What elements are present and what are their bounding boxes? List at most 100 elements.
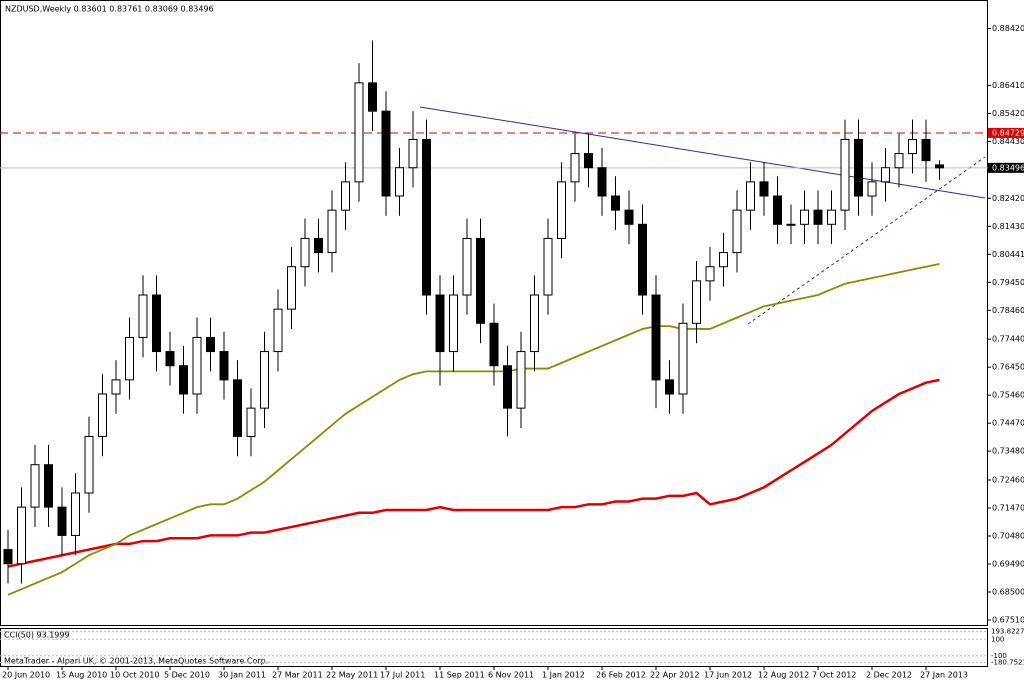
candle-body <box>732 209 742 254</box>
candle-body <box>449 294 458 353</box>
y-tick-label: 0.88420 <box>992 24 1024 33</box>
candle-body <box>260 351 269 409</box>
y-tick-label: 0.86410 <box>992 81 1024 90</box>
candle-body <box>921 138 931 162</box>
y-tick-label: 0.71470 <box>992 503 1024 512</box>
x-tick-label: 11 Sep 2011 <box>434 671 485 680</box>
x-tick-label: 1 Jan 2012 <box>542 671 585 680</box>
candle-body <box>395 167 404 197</box>
candle-body <box>152 294 161 353</box>
candle-body <box>773 195 782 225</box>
current-price-label: 0.83496 <box>992 163 1024 172</box>
cci-panel <box>0 628 988 667</box>
candle-body <box>30 464 40 508</box>
candle-body <box>530 294 539 353</box>
candle-body <box>894 153 904 169</box>
x-tick-label: 22 Apr 2012 <box>650 671 699 680</box>
cci-tick-label: 193.8227 <box>991 628 1024 636</box>
candle-body <box>381 110 391 197</box>
candle-body <box>476 237 485 324</box>
cci-tick-label: -180.7521 <box>991 658 1024 666</box>
candle-body <box>17 506 26 565</box>
x-tick-label: 26 Feb 2012 <box>596 671 646 680</box>
candle-body <box>881 167 890 183</box>
cci-tick-label: 100 <box>991 635 1004 643</box>
candle-body <box>678 322 688 395</box>
x-tick-label: 22 May 2011 <box>326 671 378 680</box>
trend-line <box>419 106 986 199</box>
candle-body <box>570 153 580 183</box>
cci-tick-label: -100 <box>991 652 1007 660</box>
candle-body <box>867 181 877 197</box>
candle-body <box>489 322 499 367</box>
candle-body <box>827 209 836 225</box>
y-tick-label: 0.84430 <box>992 137 1024 146</box>
chart-title: NZDUSD,Weekly 0.83601 0.83761 0.83069 0.… <box>5 5 214 14</box>
candle-body <box>705 266 715 282</box>
moving-average <box>7 263 940 596</box>
x-tick-label: 5 Dec 2010 <box>164 671 210 680</box>
candle-body <box>462 237 472 296</box>
current-price-box <box>988 162 1024 173</box>
candle-body <box>651 294 661 381</box>
y-tick-label: 0.70480 <box>992 531 1024 540</box>
x-tick-label: 17 Jul 2011 <box>380 671 425 680</box>
y-tick-label: 0.78460 <box>992 306 1024 315</box>
candle-body <box>246 407 256 437</box>
candle-body <box>98 393 107 437</box>
y-tick-label: 0.76450 <box>992 363 1024 372</box>
trend-line-dashed <box>747 156 986 325</box>
candle-body <box>422 138 431 296</box>
candle-body <box>786 223 796 226</box>
candle-body <box>557 181 566 239</box>
x-tick-label: 10 Oct 2010 <box>110 671 159 680</box>
y-tick-label: 0.75460 <box>992 391 1024 400</box>
candle-body <box>840 138 850 211</box>
x-tick-label: 30 Jan 2011 <box>218 671 266 680</box>
candle-body <box>719 252 728 268</box>
candle-body <box>408 138 418 169</box>
x-tick-label: 17 Jun 2012 <box>704 671 752 680</box>
x-tick-label: 27 Mar 2011 <box>272 671 323 680</box>
y-tick-label: 0.79450 <box>992 278 1024 287</box>
candle-body <box>300 237 310 268</box>
y-tick-label: 0.74470 <box>992 419 1024 428</box>
y-tick-label: 0.80441 <box>992 250 1024 259</box>
y-tick-label: 0.85420 <box>992 109 1024 118</box>
candle-body <box>935 164 944 169</box>
y-tick-label: 0.82420 <box>992 194 1024 203</box>
y-tick-label: 0.73480 <box>992 447 1024 456</box>
candle-body <box>908 138 917 155</box>
candle-body <box>179 365 188 395</box>
y-tick-label: 0.81430 <box>992 222 1024 231</box>
candle-body <box>665 379 674 395</box>
moving-average <box>7 378 940 568</box>
candle-body <box>71 492 80 536</box>
candle-body <box>611 195 620 211</box>
candle-body <box>206 336 215 353</box>
candle-body <box>138 294 148 338</box>
candle-body <box>813 209 823 225</box>
candle-body <box>638 223 647 296</box>
level-label-box <box>988 127 1024 138</box>
candle-body <box>314 237 323 254</box>
y-tick-label: 0.72460 <box>992 475 1024 484</box>
candle-body <box>341 181 350 211</box>
candle-body <box>84 435 94 494</box>
candle-body <box>584 153 593 169</box>
candle-body <box>57 506 67 536</box>
candle-body <box>746 181 755 211</box>
x-tick-label: 20 Jun 2010 <box>2 671 50 680</box>
candle-body <box>692 280 701 324</box>
candle-body <box>44 464 53 508</box>
candle-body <box>111 379 121 395</box>
candle-body <box>543 237 553 296</box>
candle-body <box>125 336 134 381</box>
candle-body <box>854 138 863 197</box>
candle-body <box>287 266 296 310</box>
x-tick-label: 12 Aug 2012 <box>758 671 809 680</box>
candle-body <box>219 351 229 381</box>
candle-body <box>327 209 337 254</box>
x-tick-label: 15 Aug 2010 <box>56 671 107 680</box>
